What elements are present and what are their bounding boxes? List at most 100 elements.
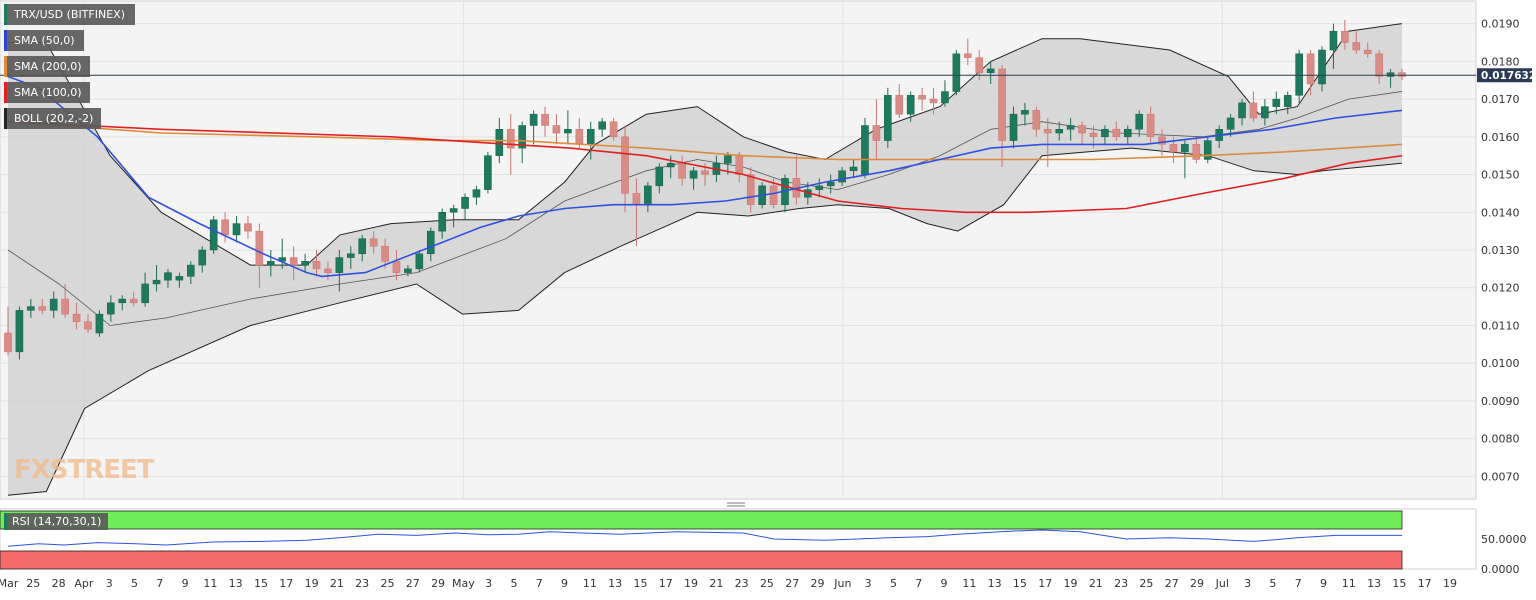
legend-item-symbol[interactable]: TRX/USD (BITFINEX) bbox=[4, 4, 135, 25]
date-tick-label: 13 bbox=[1367, 577, 1381, 590]
candle bbox=[346, 246, 355, 269]
date-tick-label: 7 bbox=[536, 577, 543, 590]
date-tick-label: 21 bbox=[1089, 577, 1103, 590]
candle bbox=[598, 117, 606, 137]
candle bbox=[666, 155, 675, 179]
price-tick-label: 0.0110 bbox=[1481, 319, 1520, 332]
date-tick-label: 15 bbox=[254, 577, 268, 590]
candle bbox=[518, 121, 526, 164]
date-tick-label: 11 bbox=[583, 577, 597, 590]
legend-item-sma100[interactable]: SMA (100,0) bbox=[4, 82, 90, 103]
candle bbox=[986, 61, 995, 84]
date-tick-label: 29 bbox=[431, 577, 445, 590]
date-tick-label: 17 bbox=[279, 577, 293, 590]
candle bbox=[1101, 125, 1109, 145]
candle bbox=[232, 216, 241, 243]
date-tick-label: 11 bbox=[1342, 577, 1356, 590]
candle bbox=[1123, 125, 1132, 145]
candle bbox=[998, 65, 1006, 167]
candle bbox=[61, 283, 69, 318]
date-tick-label: 19 bbox=[1443, 577, 1457, 590]
candle bbox=[1329, 23, 1338, 69]
date-tick-label: 9 bbox=[561, 577, 568, 590]
candle bbox=[72, 302, 81, 330]
date-tick-label: 23 bbox=[355, 577, 369, 590]
date-tick-label: 3 bbox=[106, 577, 113, 590]
date-tick-label: 13 bbox=[988, 577, 1002, 590]
date-tick-label: 27 bbox=[785, 577, 799, 590]
candle bbox=[1341, 19, 1349, 51]
legend-item-sma200[interactable]: SMA (200,0) bbox=[4, 56, 90, 77]
candle bbox=[175, 272, 184, 288]
candle bbox=[392, 250, 401, 281]
date-tick-label: 17 bbox=[1038, 577, 1052, 590]
date-tick-label: 25 bbox=[760, 577, 774, 590]
svg-text:TRX/USD (BITFINEX): TRX/USD (BITFINEX) bbox=[13, 8, 125, 21]
rsi-tick-label: 50.0000 bbox=[1481, 533, 1527, 546]
legend: TRX/USD (BITFINEX) SMA (50,0) SMA (200,0… bbox=[4, 4, 135, 129]
candle bbox=[1032, 106, 1041, 137]
rsi-line bbox=[7, 529, 1402, 547]
pane-resize-handle[interactable] bbox=[727, 502, 745, 507]
current-price-tag: 0.017632 bbox=[1477, 68, 1536, 83]
candle bbox=[552, 114, 561, 145]
candle bbox=[952, 50, 961, 96]
candle bbox=[84, 314, 92, 333]
svg-text:SMA (50,0): SMA (50,0) bbox=[14, 34, 75, 47]
candle bbox=[1249, 91, 1258, 122]
candle bbox=[324, 261, 332, 281]
candle bbox=[1306, 50, 1315, 96]
candle bbox=[461, 193, 469, 220]
price-tick-label: 0.0080 bbox=[1481, 433, 1520, 446]
legend-item-boll[interactable]: BOLL (20,2,-2) bbox=[4, 108, 101, 129]
date-tick-label: 7 bbox=[915, 577, 922, 590]
date-tick-label: 19 bbox=[305, 577, 319, 590]
candle bbox=[198, 246, 207, 273]
candle bbox=[1146, 106, 1155, 145]
candle bbox=[941, 80, 949, 107]
svg-text:RSI (14,70,30,1): RSI (14,70,30,1) bbox=[12, 515, 101, 528]
candle bbox=[438, 208, 446, 239]
candle bbox=[1112, 121, 1121, 141]
price-tick-label: 0.0140 bbox=[1481, 206, 1520, 219]
date-tick-label: 11 bbox=[203, 577, 217, 590]
rsi-tick-label: 0.0000 bbox=[1481, 563, 1520, 576]
date-tick-label: 9 bbox=[941, 577, 948, 590]
candle bbox=[312, 250, 321, 277]
date-tick-label: Apr bbox=[74, 577, 94, 590]
candle bbox=[141, 272, 149, 307]
date-tick-label: 17 bbox=[659, 577, 673, 590]
sma-100-line bbox=[7, 120, 1403, 214]
candle bbox=[918, 87, 926, 111]
date-tick-label: 21 bbox=[709, 577, 723, 590]
candle bbox=[1066, 117, 1075, 141]
price-tick-label: 0.0120 bbox=[1481, 282, 1520, 295]
candle bbox=[118, 295, 127, 311]
legend-item-rsi[interactable]: RSI (14,70,30,1) bbox=[4, 513, 108, 530]
date-tick-label: 5 bbox=[890, 577, 897, 590]
candle bbox=[621, 125, 629, 213]
date-tick-label: 15 bbox=[1392, 577, 1406, 590]
candle bbox=[267, 250, 275, 277]
svg-text:SMA (200,0): SMA (200,0) bbox=[14, 60, 82, 73]
date-tick-label: 9 bbox=[182, 577, 189, 590]
candle bbox=[209, 216, 218, 254]
candle bbox=[1021, 102, 1029, 126]
candle bbox=[4, 306, 12, 356]
candle bbox=[838, 167, 846, 186]
candle bbox=[1238, 99, 1246, 126]
date-tick-label: 23 bbox=[735, 577, 749, 590]
candle bbox=[244, 216, 252, 239]
candle bbox=[1283, 91, 1292, 115]
candle bbox=[15, 306, 24, 360]
date-tick-label: 17 bbox=[1418, 577, 1432, 590]
legend-item-sma50[interactable]: SMA (50,0) bbox=[4, 30, 84, 51]
candle bbox=[187, 261, 195, 284]
candle bbox=[689, 167, 698, 190]
bollinger-upper-line bbox=[8, 23, 1403, 266]
candle bbox=[1272, 91, 1281, 115]
candle bbox=[1261, 99, 1269, 126]
candle bbox=[609, 117, 618, 141]
date-tick-label: 13 bbox=[608, 577, 622, 590]
